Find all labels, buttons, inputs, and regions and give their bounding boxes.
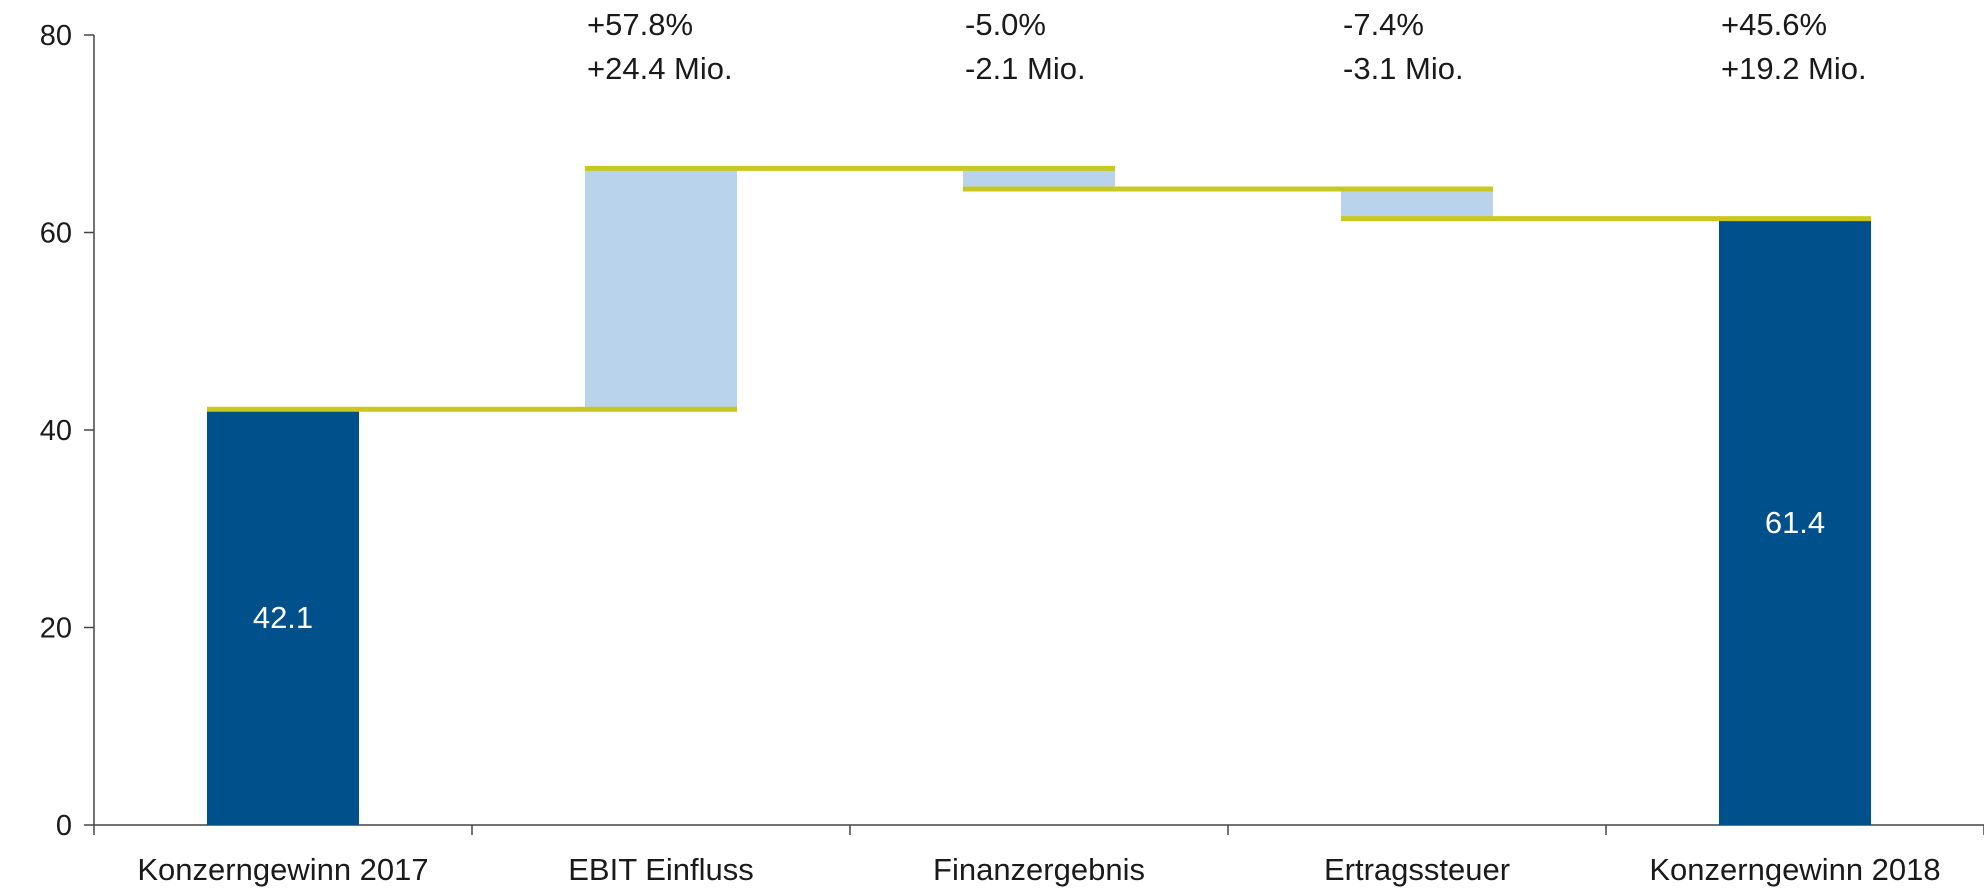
annotation-amount: -2.1 Mio. xyxy=(965,51,1086,86)
bar-value-label: 61.4 xyxy=(1765,505,1825,540)
y-tick-label: 40 xyxy=(40,415,72,447)
annotation-amount: +24.4 Mio. xyxy=(587,51,733,86)
axes: 0 20 40 60 80 Konzerngewinn 2017 EBIT Einfluss… xyxy=(40,20,1984,887)
annotation-percent: +45.6% xyxy=(1721,7,1827,42)
total-bar xyxy=(207,409,359,825)
annotation-amount: -3.1 Mio. xyxy=(1343,51,1464,86)
total-bar xyxy=(1719,218,1871,826)
annotation-amount: +19.2 Mio. xyxy=(1721,51,1867,86)
x-category-label: Konzerngewinn 2018 xyxy=(1649,852,1940,887)
bars xyxy=(207,168,1871,826)
x-category-label: Ertragssteuer xyxy=(1324,852,1510,887)
connectors xyxy=(207,165,1871,412)
delta-bar xyxy=(585,168,737,410)
annotation-percent: -7.4% xyxy=(1343,7,1424,42)
annotation-percent: -5.0% xyxy=(965,7,1046,42)
x-category-label: EBIT Einfluss xyxy=(568,852,754,887)
delta-bar xyxy=(1341,189,1493,219)
y-tick-label: 80 xyxy=(40,20,72,52)
x-category-label: Finanzergebnis xyxy=(933,852,1145,887)
y-tick-label: 20 xyxy=(40,613,72,645)
labels: 42.1 61.4 +57.8% +24.4 Mio. -5.0% -2.1 Mio. -7… xyxy=(253,7,1867,635)
bar-value-label: 42.1 xyxy=(253,600,313,635)
y-tick-label: 0 xyxy=(56,810,72,842)
x-category-label: Konzerngewinn 2017 xyxy=(137,852,428,887)
y-tick-label: 60 xyxy=(40,218,72,250)
delta-bar xyxy=(963,168,1115,190)
annotation-percent: +57.8% xyxy=(587,7,693,42)
